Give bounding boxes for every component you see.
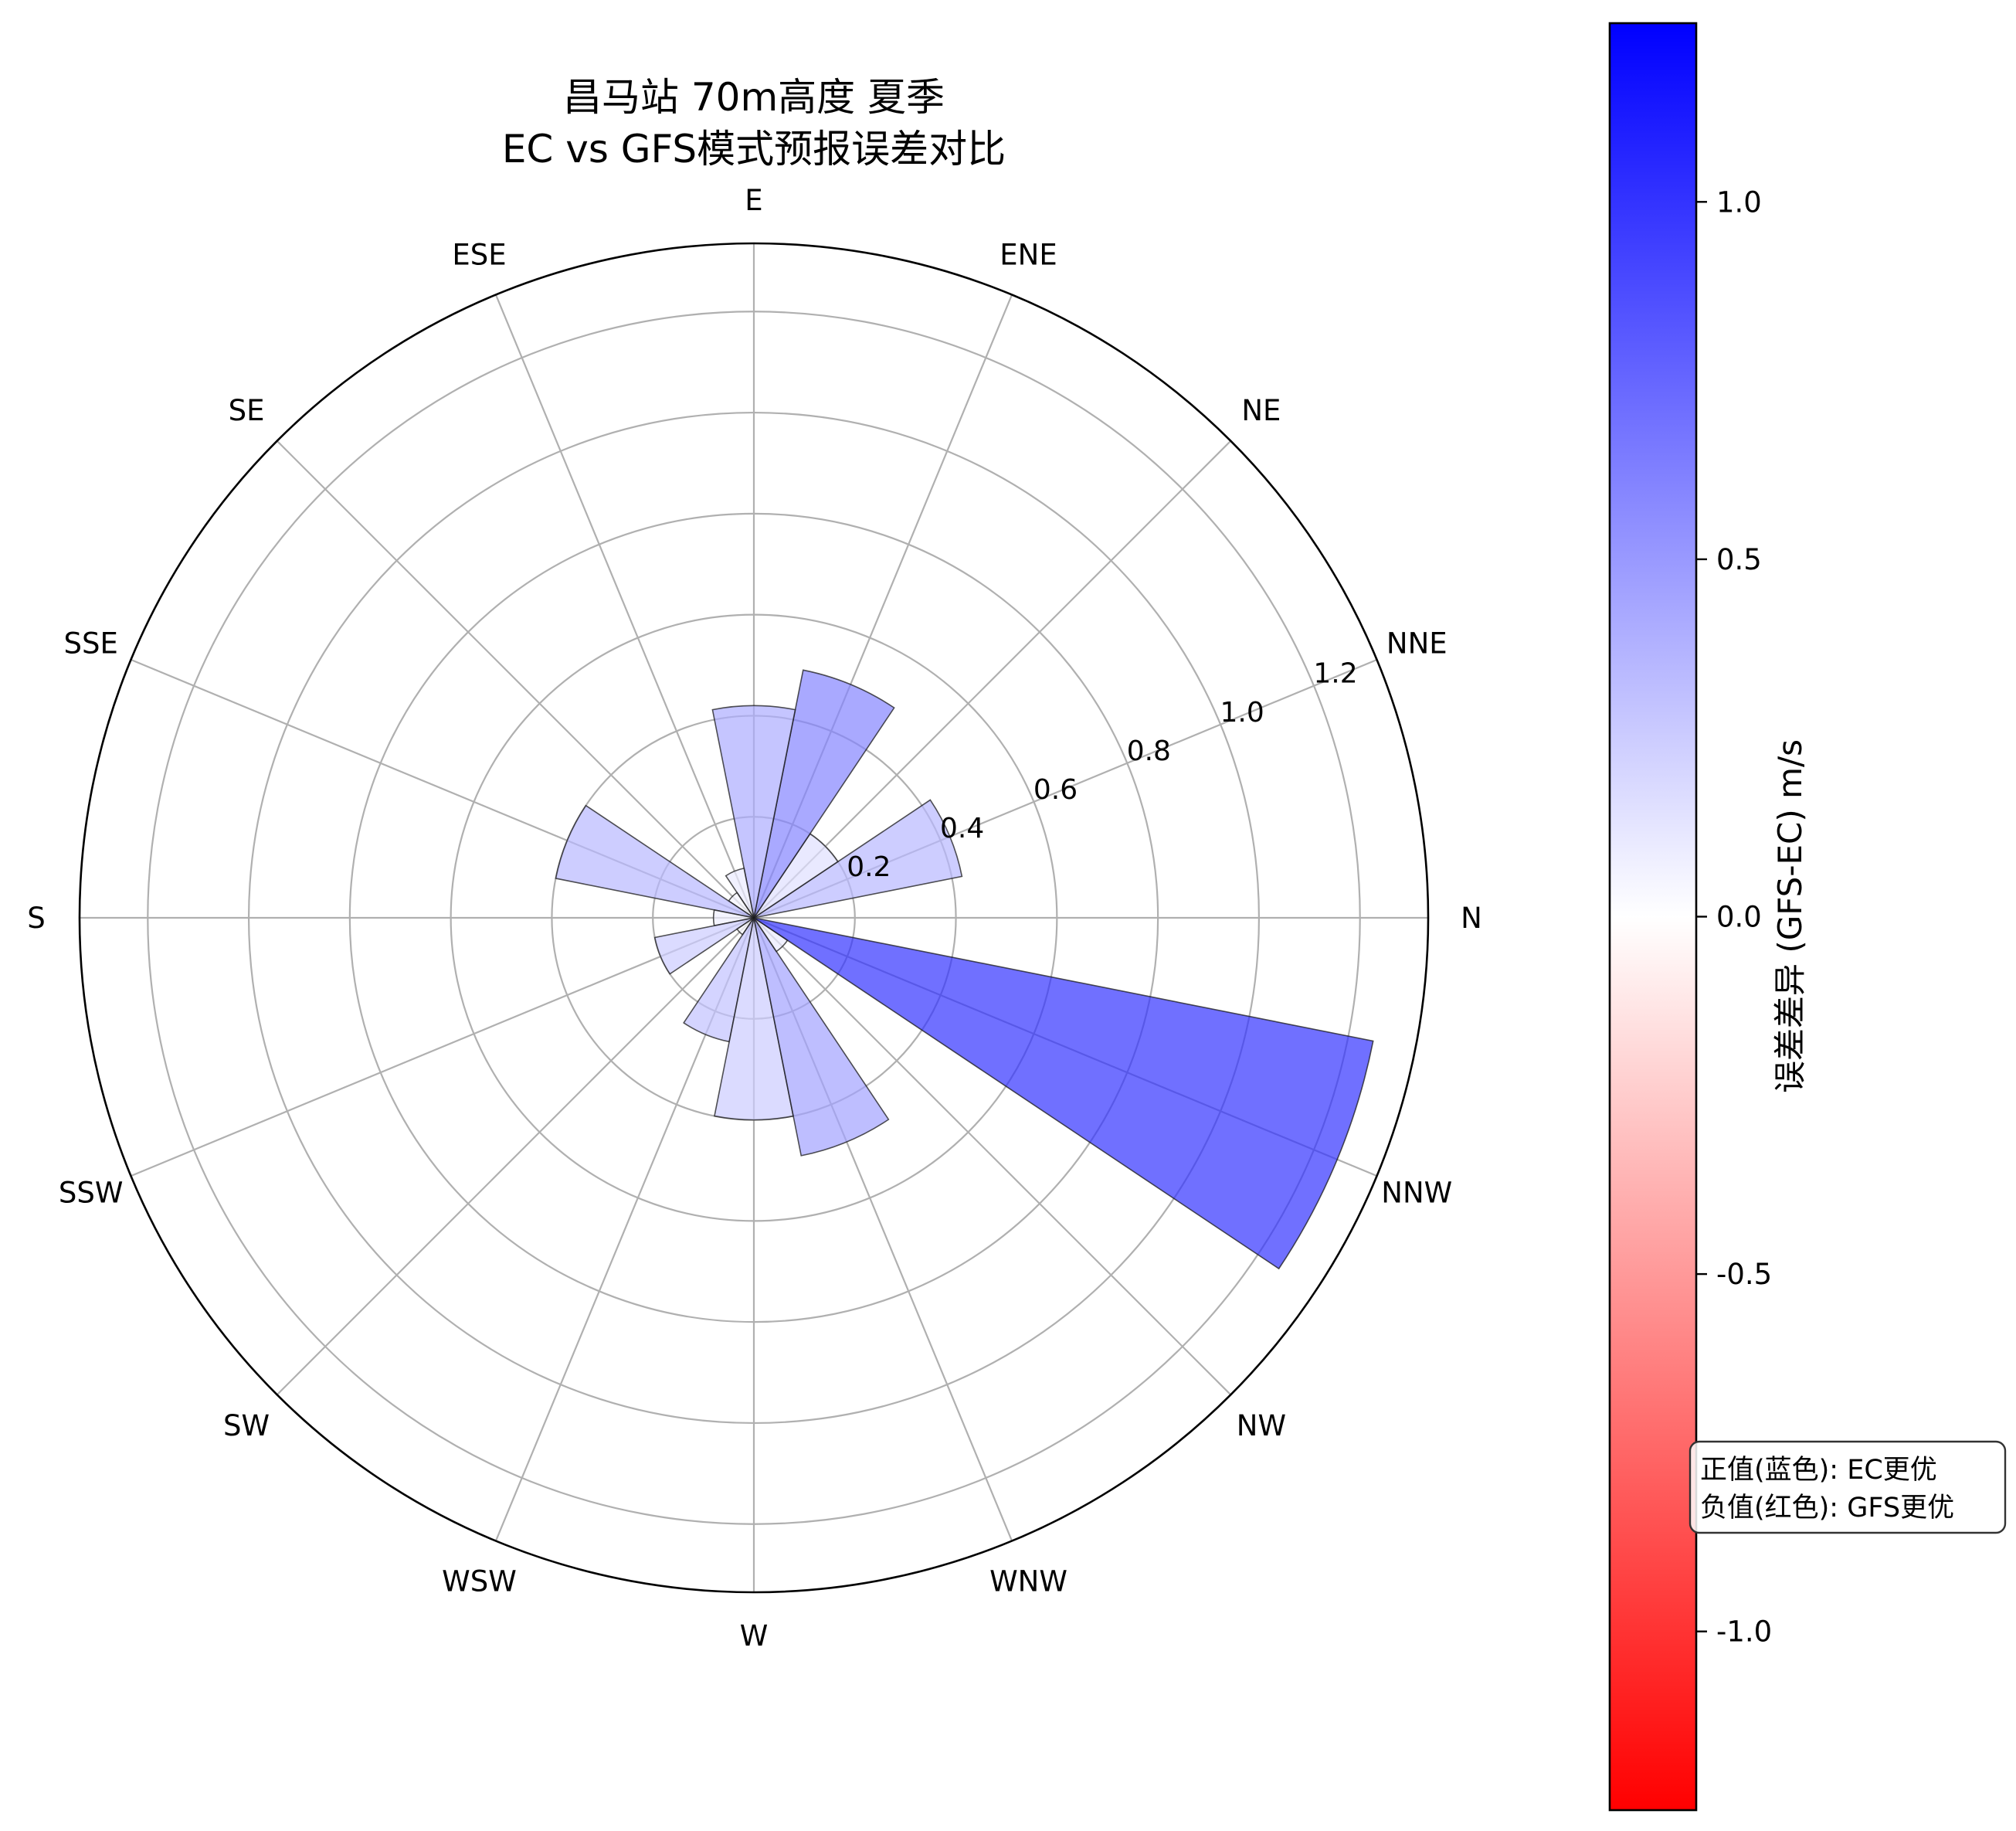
- colorbar-gradient: [1608, 22, 1698, 1812]
- direction-label-N: N: [1461, 902, 1482, 935]
- radial-tick-label: 0.2: [847, 851, 891, 883]
- bar-ESE: [725, 867, 755, 919]
- annotation-box: 正值(蓝色): EC更优 负值(红色): GFS更优: [1688, 1440, 2007, 1534]
- bar-SSW: [653, 917, 755, 975]
- direction-label-SSW: SSW: [59, 1177, 124, 1210]
- colorbar-tick-label: 0.5: [1716, 543, 1762, 576]
- radial-tick-label: 1.2: [1313, 658, 1357, 690]
- direction-label-SE: SE: [229, 394, 265, 427]
- direction-label-ESE: ESE: [452, 239, 506, 272]
- direction-label-E: E: [745, 184, 762, 217]
- colorbar-tick-label: -0.5: [1716, 1258, 1772, 1291]
- bar-series: [555, 669, 1374, 1270]
- colorbar-tick-label: 1.0: [1716, 185, 1762, 219]
- colorbar-tick-label: 0.0: [1716, 901, 1762, 934]
- polar-frame: [78, 242, 1430, 1594]
- direction-label-NE: NE: [1241, 394, 1281, 427]
- radial-tick-label: 0.8: [1127, 735, 1171, 767]
- direction-label-W: W: [740, 1619, 769, 1653]
- radial-tick-label: 0.6: [1033, 774, 1078, 806]
- colorbar-label: 误差差异 (GFS-EC) m/s: [1771, 739, 1809, 1093]
- direction-label-SSE: SSE: [64, 627, 118, 660]
- bar-E: [711, 705, 796, 919]
- radial-tick-label: 0.4: [940, 813, 984, 844]
- angular-gridline: [494, 294, 755, 919]
- direction-label-WNW: WNW: [989, 1564, 1067, 1598]
- bar-NNW: [753, 917, 1374, 1270]
- angular-gridline: [753, 917, 1232, 1396]
- bar-SSE: [555, 804, 755, 919]
- direction-label-NNE: NNE: [1386, 627, 1448, 660]
- angular-gridline: [753, 440, 1232, 919]
- direction-label-S: S: [27, 902, 46, 935]
- bar-ENE: [753, 669, 895, 919]
- annotation-line-1: 正值(蓝色): EC更优: [1700, 1455, 1937, 1486]
- annotation-frame: [1688, 1440, 2007, 1534]
- colorbar-tick-label: -1.0: [1716, 1615, 1772, 1649]
- chart-title-line-2: EC vs GFS模式预报误差对比: [502, 127, 1006, 172]
- direction-label-SW: SW: [223, 1409, 270, 1442]
- radial-tick-labels: 0.2 0.4 0.6 0.8 1.0 1.2: [847, 658, 1357, 883]
- angular-gridline: [131, 916, 755, 1177]
- bar-WNW: [753, 917, 890, 1157]
- annotation-line-2: 负值(红色): GFS更优: [1700, 1493, 1954, 1524]
- angular-gridline: [276, 917, 755, 1396]
- direction-label-NW: NW: [1237, 1409, 1286, 1442]
- direction-label-ENE: ENE: [1000, 239, 1057, 272]
- bar-NNE: [753, 799, 963, 919]
- direction-label-NNW: NNW: [1381, 1177, 1452, 1210]
- polar-plot-area: 0.2 0.4 0.6 0.8 1.0 1.2 N NNE NE ENE E ESE SE SSE S SS…: [27, 184, 1482, 1653]
- direction-label-WSW: WSW: [442, 1564, 517, 1598]
- colorbar-ticks: 1.0 0.5 0.0 -0.5 -1.0: [1696, 185, 1772, 1649]
- chart-title-line-1: 昌马站 70m高度 夏季: [563, 75, 945, 120]
- direction-labels: N NNE NE ENE E ESE SE SSE S SSW SW WSW W WNW NW NNW: [27, 184, 1482, 1653]
- angular-gridline: [276, 440, 755, 919]
- radial-tick-label: 1.0: [1220, 697, 1264, 729]
- colorbar: 1.0 0.5 0.0 -0.5 -1.0 误差差异 (GFS-EC) m/s: [1608, 22, 1809, 1812]
